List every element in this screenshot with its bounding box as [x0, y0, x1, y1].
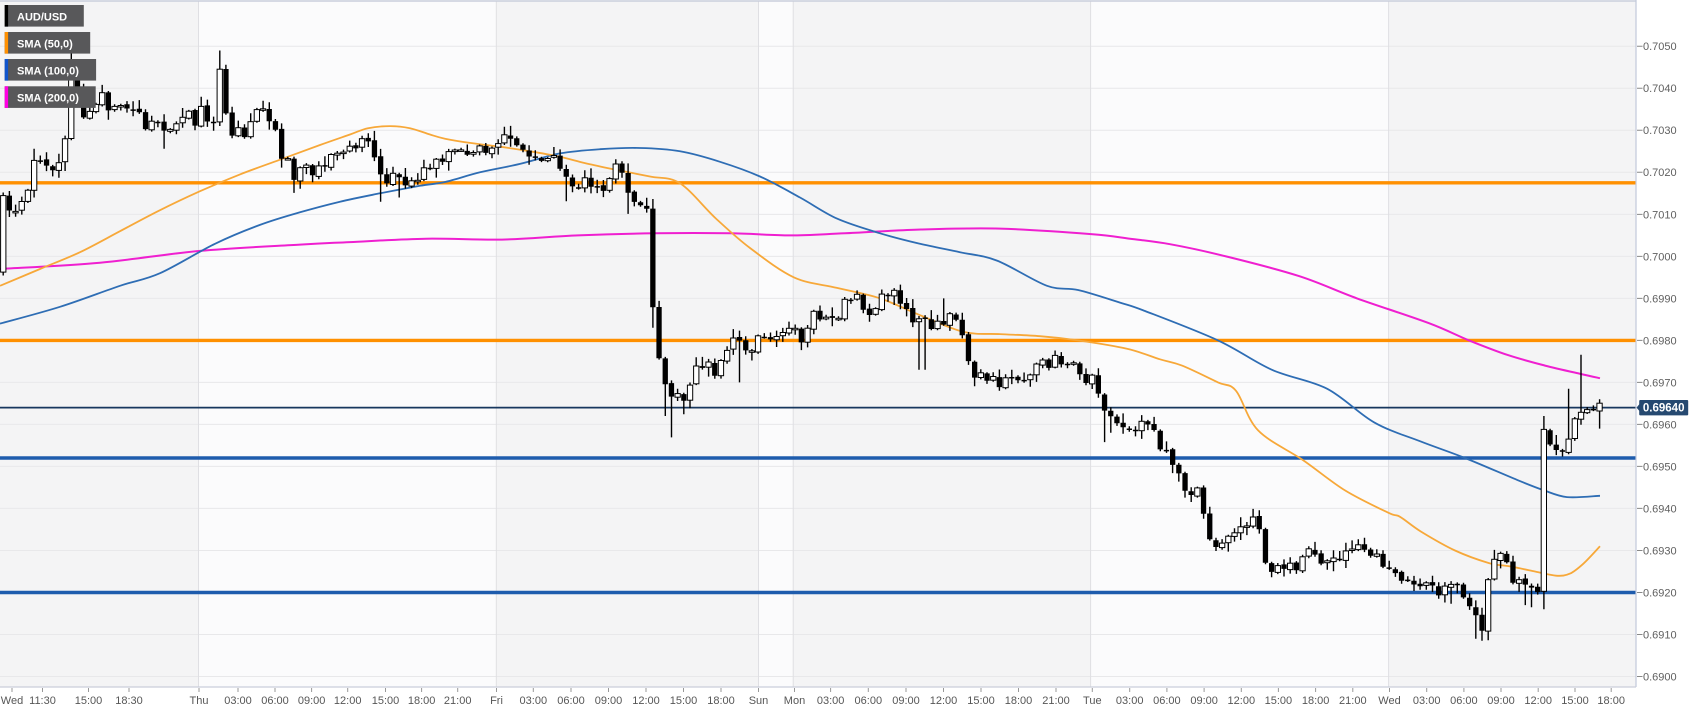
svg-text:Tue: Tue	[1083, 695, 1102, 707]
svg-text:18:00: 18:00	[1302, 695, 1330, 707]
svg-text:15:00: 15:00	[1561, 695, 1589, 707]
svg-text:18:00: 18:00	[1597, 695, 1625, 707]
svg-text:18:30: 18:30	[115, 695, 143, 707]
svg-text:09:00: 09:00	[1190, 695, 1218, 707]
svg-text:Fri: Fri	[490, 695, 503, 707]
svg-text:15:00: 15:00	[1265, 695, 1293, 707]
svg-text:0.7050: 0.7050	[1643, 41, 1677, 53]
svg-text:21:00: 21:00	[1042, 695, 1070, 707]
svg-text:Sun: Sun	[749, 695, 769, 707]
svg-text:0.6910: 0.6910	[1643, 629, 1677, 641]
svg-text:15:00: 15:00	[75, 695, 103, 707]
svg-text:09:00: 09:00	[1487, 695, 1515, 707]
svg-text:21:00: 21:00	[444, 695, 472, 707]
svg-text:18:00: 18:00	[408, 695, 436, 707]
svg-text:SMA (100,0): SMA (100,0)	[17, 65, 79, 77]
svg-text:AUD/USD: AUD/USD	[17, 11, 67, 23]
svg-text:0.6930: 0.6930	[1643, 545, 1677, 557]
svg-text:15:00: 15:00	[372, 695, 400, 707]
svg-text:0.6940: 0.6940	[1643, 503, 1677, 515]
svg-text:11:30: 11:30	[29, 695, 56, 707]
svg-text:Thu: Thu	[190, 695, 209, 707]
svg-text:06:00: 06:00	[855, 695, 883, 707]
svg-text:Mon: Mon	[784, 695, 805, 707]
svg-text:SMA (200,0): SMA (200,0)	[17, 93, 79, 105]
svg-text:12:00: 12:00	[930, 695, 958, 707]
svg-text:15:00: 15:00	[670, 695, 698, 707]
svg-text:06:00: 06:00	[557, 695, 585, 707]
svg-text:15:00: 15:00	[967, 695, 995, 707]
svg-text:09:00: 09:00	[892, 695, 920, 707]
svg-text:12:00: 12:00	[632, 695, 660, 707]
svg-text:12:00: 12:00	[1524, 695, 1552, 707]
svg-text:0.6970: 0.6970	[1643, 377, 1677, 389]
svg-text:06:00: 06:00	[261, 695, 289, 707]
svg-text:0.69640: 0.69640	[1643, 403, 1685, 415]
svg-text:09:00: 09:00	[298, 695, 326, 707]
svg-text:0.6990: 0.6990	[1643, 293, 1677, 305]
svg-text:09:00: 09:00	[595, 695, 623, 707]
svg-text:0.6980: 0.6980	[1643, 335, 1677, 347]
svg-text:0.7010: 0.7010	[1643, 209, 1677, 221]
svg-text:0.6900: 0.6900	[1643, 671, 1677, 683]
svg-text:18:00: 18:00	[1005, 695, 1033, 707]
svg-text:0.7020: 0.7020	[1643, 167, 1677, 179]
svg-text:06:00: 06:00	[1153, 695, 1181, 707]
svg-text:18:00: 18:00	[707, 695, 735, 707]
svg-text:SMA (50,0): SMA (50,0)	[17, 38, 73, 50]
svg-text:03:00: 03:00	[817, 695, 845, 707]
svg-text:Wed: Wed	[1, 695, 23, 707]
svg-text:Wed: Wed	[1378, 695, 1400, 707]
svg-text:21:00: 21:00	[1339, 695, 1367, 707]
svg-text:0.7030: 0.7030	[1643, 125, 1677, 137]
svg-text:0.6920: 0.6920	[1643, 587, 1677, 599]
svg-text:12:00: 12:00	[334, 695, 362, 707]
svg-text:12:00: 12:00	[1228, 695, 1256, 707]
svg-text:03:00: 03:00	[224, 695, 252, 707]
svg-text:0.6960: 0.6960	[1643, 419, 1677, 431]
svg-text:03:00: 03:00	[1116, 695, 1144, 707]
svg-text:0.6950: 0.6950	[1643, 461, 1677, 473]
svg-text:06:00: 06:00	[1450, 695, 1478, 707]
svg-text:0.7040: 0.7040	[1643, 83, 1677, 95]
svg-text:03:00: 03:00	[520, 695, 548, 707]
svg-text:0.7000: 0.7000	[1643, 251, 1677, 263]
svg-text:03:00: 03:00	[1413, 695, 1441, 707]
